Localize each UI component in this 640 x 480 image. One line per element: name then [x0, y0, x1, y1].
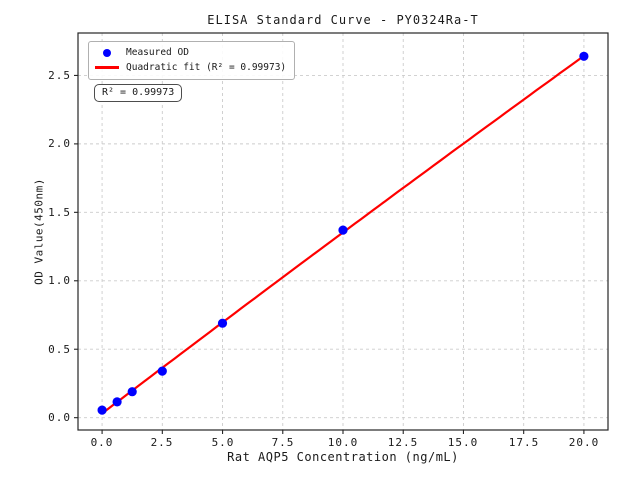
- legend-item-quadratic-fit: Quadratic fit (R² = 0.99973): [95, 60, 286, 75]
- y-tick-label: 1.0: [48, 274, 71, 287]
- r-squared-annotation: R² = 0.99973: [94, 84, 183, 102]
- legend: Measured OD Quadratic fit (R² = 0.99973): [88, 41, 296, 80]
- x-tick-label: 0.0: [90, 436, 114, 449]
- legend-item-measured-od: Measured OD: [95, 45, 286, 60]
- scatter-marker-icon: [95, 48, 119, 57]
- y-tick-label: 2.0: [48, 137, 71, 150]
- x-tick-label: 12.5: [387, 436, 419, 449]
- y-tick-label: 2.5: [48, 69, 71, 82]
- x-tick-label: 7.5: [271, 436, 295, 449]
- chart-title: ELISA Standard Curve - PY0324Ra-T: [207, 13, 479, 27]
- y-tick-label: 0.5: [48, 343, 71, 356]
- x-tick-label: 20.0: [568, 436, 600, 449]
- legend-label: Quadratic fit (R² = 0.99973): [126, 62, 287, 73]
- line-marker-icon: [95, 66, 119, 69]
- x-tick-label: 2.5: [150, 436, 174, 449]
- y-tick-label: 0.0: [48, 411, 71, 424]
- x-axis-label: Rat AQP5 Concentration (ng/mL): [227, 450, 459, 464]
- x-tick-label: 5.0: [211, 436, 235, 449]
- plot-border: [77, 32, 609, 431]
- legend-label: Measured OD: [126, 47, 189, 58]
- x-tick-label: 15.0: [447, 436, 479, 449]
- y-tick-label: 1.5: [48, 206, 71, 219]
- x-tick-label: 10.0: [327, 436, 359, 449]
- tick-marks: [74, 74, 585, 434]
- x-tick-label: 17.5: [508, 436, 540, 449]
- measured-od-points: [97, 51, 589, 415]
